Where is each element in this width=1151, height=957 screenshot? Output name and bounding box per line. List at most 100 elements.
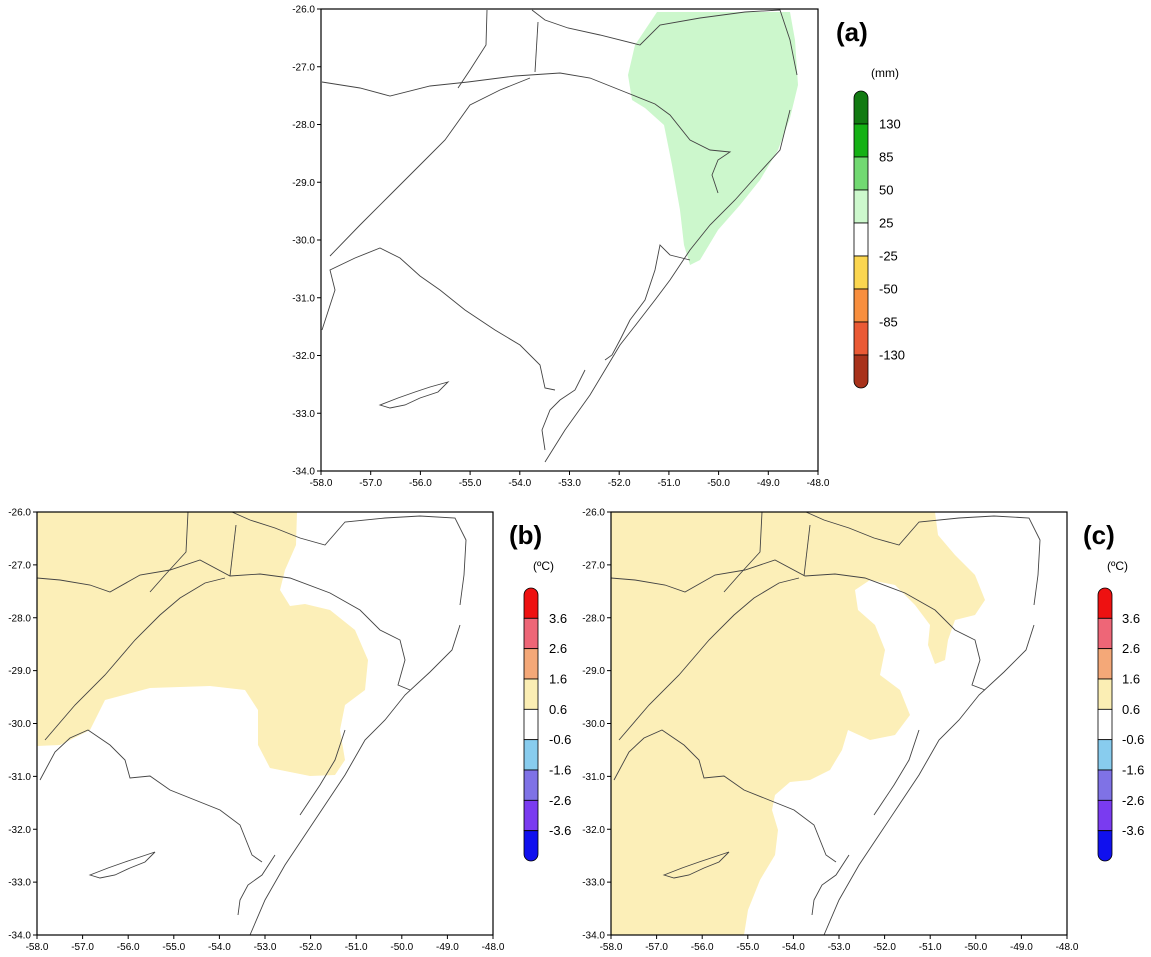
panel-a-lat-tick-label: -31.0 xyxy=(292,293,315,304)
panel-a-lon-tick-label: -54.0 xyxy=(508,478,531,489)
panel-a-lon-tick-label: -52.0 xyxy=(608,478,631,489)
panel-b-lon-tick-label: -54.0 xyxy=(208,942,231,953)
panel-a-colorbar-swatch xyxy=(853,189,869,224)
panel-b-lon-tick-label: -51.0 xyxy=(345,942,368,953)
panel-b-lat-tick-label: -29.0 xyxy=(8,666,31,677)
panel-a-lat-tick-label: -27.0 xyxy=(292,62,315,73)
panel-c-lon-tick-label: -56.0 xyxy=(691,942,714,953)
panel-b-lat-tick-label: -33.0 xyxy=(8,878,31,889)
panel-a-colorbar-swatch xyxy=(853,321,869,356)
panel-b-longitude-axis: -58.0 -57.0 -56.0 -55.0 -54.0 -53.0 -52.0 -51.0… xyxy=(26,935,505,953)
panel-b-colorbar-swatch xyxy=(523,799,539,832)
panel-c-colorbar-unit: (ºC) xyxy=(1107,559,1128,573)
panel-c-lon-tick-label: -50.0 xyxy=(964,942,987,953)
panel-b-lat-tick-label: -31.0 xyxy=(8,772,31,783)
panel-b-colorbar-label: 3.6 xyxy=(549,611,567,626)
panel-b-lat-tick-label: -30.0 xyxy=(8,719,31,730)
panel-b-colorbar-label: 2.6 xyxy=(549,641,567,656)
panel-b-colorbar-swatch xyxy=(523,769,539,801)
panel-b-latitude-axis: -26.0 -27.0 -28.0 -29.0 -30.0 -31.0 -32.0 -33.0… xyxy=(8,508,37,942)
panel-c-anomaly-area xyxy=(611,512,985,935)
panel-b-anomaly-area xyxy=(37,512,368,776)
panel-a-colorbar-label: 130 xyxy=(879,117,901,132)
panel-a-lat-tick-label: -30.0 xyxy=(292,236,315,247)
panel-c-lon-tick-label: -49.0 xyxy=(1010,942,1033,953)
panel-a-lon-tick-label: -55.0 xyxy=(459,478,482,489)
panel-c-colorbar: 3.6 2.6 1.6 0.6 -0.6 -1.6 -2.6 -3.6 xyxy=(1097,587,1144,862)
panel-a-colorbar: 130 85 50 25 -25 -50 -85 -130 xyxy=(853,90,905,389)
panel-a-lon-tick-label: -51.0 xyxy=(658,478,681,489)
panel-a-colorbar-swatch xyxy=(853,288,869,323)
panel-c-colorbar-label: -3.6 xyxy=(1122,823,1144,838)
panel-c-lat-tick-label: -31.0 xyxy=(582,772,605,783)
panel-c-lon-tick-label: -53.0 xyxy=(828,942,851,953)
panel-b-colorbar-label: 1.6 xyxy=(549,672,567,687)
panel-a-lon-tick-label: -49.0 xyxy=(757,478,780,489)
panel-b-lat-tick-label: -32.0 xyxy=(8,825,31,836)
panel-b-colorbar-swatch xyxy=(523,708,539,741)
panel-a-lon-tick-label: -48.0 xyxy=(807,478,830,489)
panel-a-lon-tick-label: -57.0 xyxy=(359,478,382,489)
panel-a-colorbar-label: -25 xyxy=(879,249,898,264)
panel-a-lat-tick-label: -28.0 xyxy=(292,120,315,131)
panel-a-lon-tick-label: -50.0 xyxy=(707,478,730,489)
panel-a-colorbar-label: -130 xyxy=(879,348,905,363)
panel-a: -26.0 -27.0 -28.0 -29.0 -30.0 -31.0 -32.0 -33.0… xyxy=(292,5,905,490)
panel-a-letter: (a) xyxy=(836,17,868,47)
panel-a-latitude-axis: -26.0 -27.0 -28.0 -29.0 -30.0 -31.0 -32.0 -33.0… xyxy=(292,5,321,478)
panel-c-lat-tick-label: -29.0 xyxy=(582,666,605,677)
panel-c-colorbar-swatch xyxy=(1097,799,1113,832)
panel-c: -26.0 -27.0 -28.0 -29.0 -30.0 -31.0 -32.0 -33.0… xyxy=(582,508,1144,954)
panel-c-lat-tick-label: -34.0 xyxy=(582,931,605,942)
panel-a-colorbar-label: -85 xyxy=(879,315,898,330)
panel-a-colorbar-unit: (mm) xyxy=(871,66,899,80)
panel-b-lon-tick-label: -49.0 xyxy=(436,942,459,953)
panel-c-longitude-axis: -58.0 -57.0 -56.0 -55.0 -54.0 -53.0 -52.0 -51.0… xyxy=(600,935,1079,953)
panel-a-colorbar-swatch xyxy=(853,255,869,290)
panel-b-colorbar-swatch xyxy=(523,678,539,710)
panel-b-lon-tick-label: -55.0 xyxy=(162,942,185,953)
panel-b-lat-tick-label: -34.0 xyxy=(8,931,31,942)
panel-a-colorbar-label: 50 xyxy=(879,183,893,198)
panel-b-lon-tick-label: -56.0 xyxy=(117,942,140,953)
panel-c-latitude-axis: -26.0 -27.0 -28.0 -29.0 -30.0 -31.0 -32.0 -33.0… xyxy=(582,508,611,942)
panel-b-colorbar-swatch xyxy=(523,587,539,619)
panel-c-colorbar-swatch xyxy=(1097,678,1113,710)
panel-c-lon-tick-label: -57.0 xyxy=(645,942,668,953)
panel-a-lat-tick-label: -26.0 xyxy=(292,5,315,16)
panel-b-lat-tick-label: -28.0 xyxy=(8,613,31,624)
panel-c-colorbar-swatch xyxy=(1097,617,1113,650)
panel-c-coastlines xyxy=(610,511,1041,936)
panel-c-colorbar-swatch xyxy=(1097,648,1113,680)
panel-b-lon-tick-label: -52.0 xyxy=(299,942,322,953)
panel-a-anomaly-area xyxy=(628,12,798,265)
panel-a-colorbar-swatch xyxy=(853,354,869,389)
panel-c-lon-tick-label: -58.0 xyxy=(600,942,623,953)
panel-b-lat-tick-label: -27.0 xyxy=(8,560,31,571)
panel-c-colorbar-label: 0.6 xyxy=(1122,702,1140,717)
panel-a-colorbar-label: -50 xyxy=(879,282,898,297)
panel-b-lon-tick-label: -50.0 xyxy=(390,942,413,953)
panel-c-colorbar-label: -0.6 xyxy=(1122,732,1144,747)
panel-c-colorbar-swatch xyxy=(1097,739,1113,771)
panel-c-colorbar-swatch xyxy=(1097,708,1113,741)
panel-b: -26.0 -27.0 -28.0 -29.0 -30.0 -31.0 -32.0 -33.0… xyxy=(8,508,571,954)
panel-a-lat-tick-label: -29.0 xyxy=(292,178,315,189)
panel-c-lat-tick-label: -28.0 xyxy=(582,613,605,624)
panel-c-colorbar-label: 2.6 xyxy=(1122,641,1140,656)
panel-b-colorbar-label: -2.6 xyxy=(549,793,571,808)
panel-c-lon-tick-label: -52.0 xyxy=(873,942,896,953)
panel-a-colorbar-swatch xyxy=(853,222,869,257)
panel-b-colorbar-swatch xyxy=(523,739,539,771)
panel-b-colorbar-label: 0.6 xyxy=(549,702,567,717)
panel-c-colorbar-label: 1.6 xyxy=(1122,672,1140,687)
panel-c-lon-tick-label: -55.0 xyxy=(736,942,759,953)
panel-a-lon-tick-label: -58.0 xyxy=(310,478,333,489)
panel-a-coastlines xyxy=(321,9,798,463)
panel-c-colorbar-label: -2.6 xyxy=(1122,793,1144,808)
panel-c-lat-tick-label: -33.0 xyxy=(582,878,605,889)
panel-b-letter: (b) xyxy=(509,520,542,550)
panel-a-colorbar-swatch xyxy=(853,156,869,191)
panel-a-colorbar-label: 25 xyxy=(879,216,893,231)
panel-b-colorbar: 3.6 2.6 1.6 0.6 -0.6 -1.6 -2.6 -3.6 xyxy=(523,587,571,862)
